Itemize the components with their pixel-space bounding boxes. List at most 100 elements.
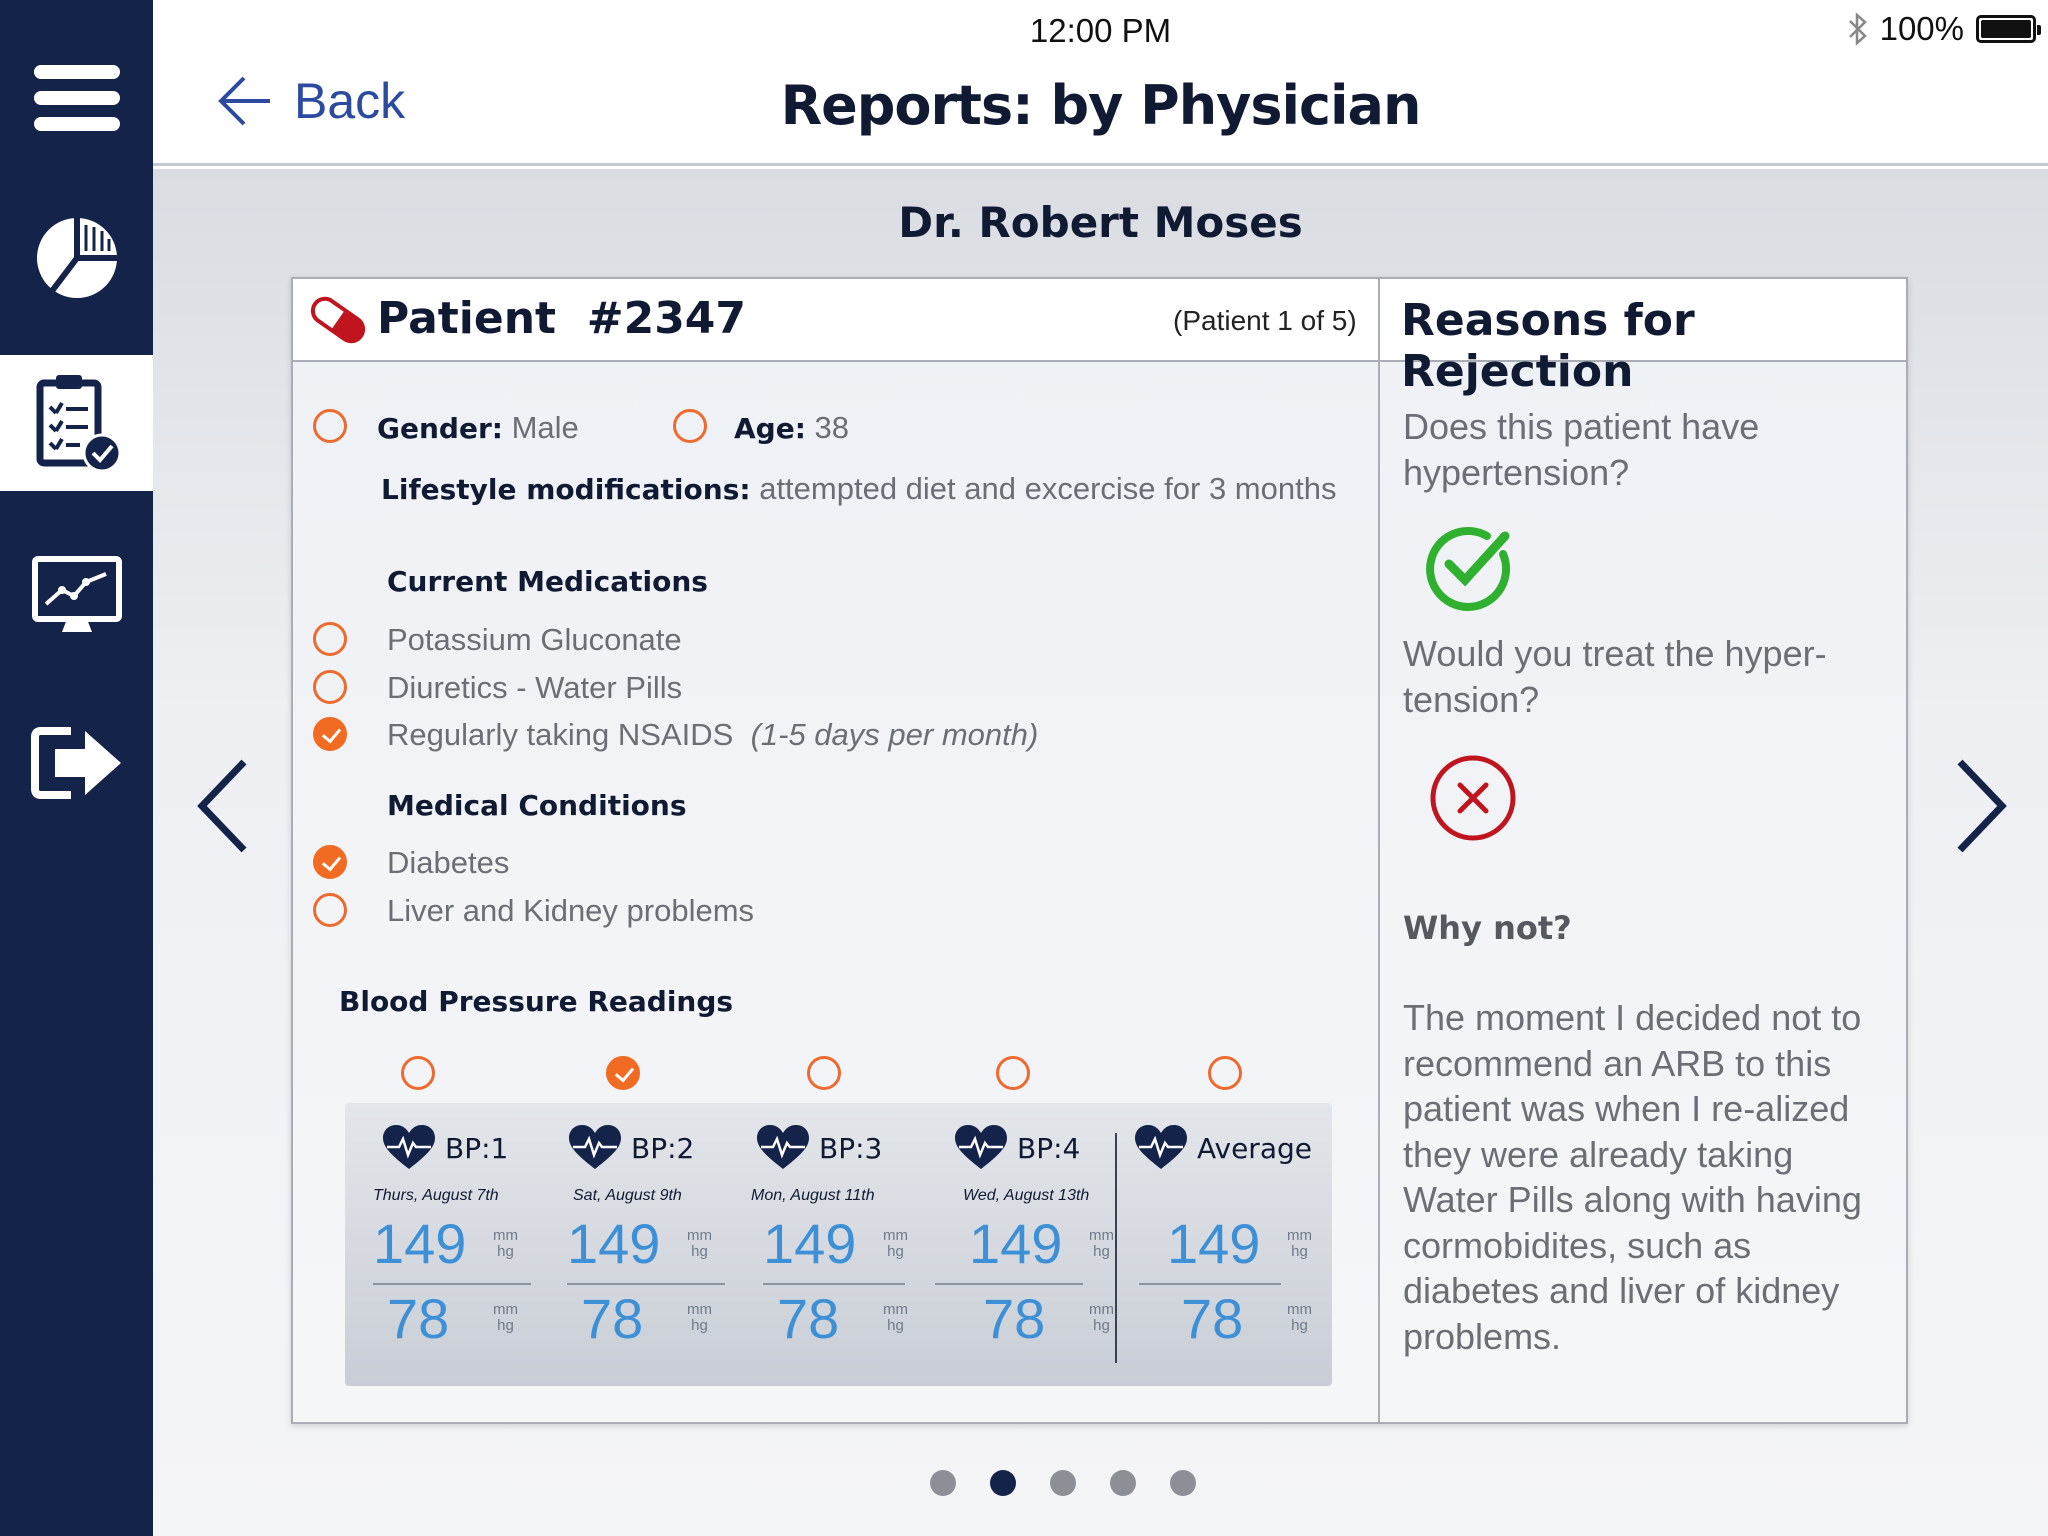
sidebar-item-analytics[interactable] — [0, 530, 153, 666]
bp-reading-1: BP:1 Thurs, August 7th 149 mm hg 78 mm hg — [367, 1103, 531, 1386]
bp-reading-4-head: BP:4 — [955, 1125, 1080, 1171]
bp-reading-3-unit-top: mm hg — [883, 1227, 908, 1260]
condition-radio-1[interactable] — [313, 845, 347, 879]
age-value: 38 — [814, 410, 850, 445]
medication-radio-3[interactable] — [313, 717, 347, 751]
bp-reading-1-label: BP:1 — [445, 1131, 509, 1165]
pie-chart-icon — [36, 218, 117, 298]
bp-reading-4-unit-top: mm hg — [1089, 1227, 1114, 1260]
no-x-icon[interactable] — [1429, 754, 1517, 842]
sidebar-item-menu[interactable] — [0, 30, 153, 166]
yes-check-icon[interactable] — [1425, 524, 1513, 612]
bp-reading-average-label: Average — [1197, 1131, 1312, 1165]
sidebar — [0, 0, 153, 1536]
heart-pulse-icon — [757, 1125, 809, 1169]
age-field: Age: 38 — [734, 410, 849, 446]
sidebar-item-reports[interactable] — [0, 355, 153, 491]
status-indicators: 100% — [1848, 10, 2041, 48]
bp-heading: Blood Pressure Readings — [339, 985, 734, 1018]
bp-reading-2-head: BP:2 — [569, 1125, 694, 1171]
bp-reading-average-diastolic: 78 — [1181, 1287, 1244, 1350]
bp-reading-3-divider — [763, 1283, 905, 1285]
medication-label-1: Potassium Gluconate — [387, 622, 682, 657]
bp-reading-4-divider — [935, 1283, 1083, 1285]
status-time: 12:00 PM — [1029, 12, 1172, 49]
card-header: Patient #2347 (Patient 1 of 5) Reasons f… — [293, 279, 1906, 397]
bp-reading-1-divider — [373, 1283, 531, 1285]
bp-reading-1-unit-bottom: mm hg — [493, 1301, 518, 1334]
bp-radio-4[interactable] — [996, 1056, 1030, 1090]
back-button[interactable]: Back — [218, 72, 405, 130]
bp-radio-1[interactable] — [401, 1056, 435, 1090]
rejection-answer-text: The moment I decided not to recommend an… — [1403, 997, 1862, 1357]
page-dot-2[interactable] — [990, 1470, 1016, 1496]
patient-card: Patient #2347 (Patient 1 of 5) Reasons f… — [291, 277, 1908, 1424]
page-dot-4[interactable] — [1110, 1470, 1136, 1496]
bp-reading-3-unit-bottom: mm hg — [883, 1301, 908, 1334]
bp-reading-1-diastolic: 78 — [387, 1287, 450, 1350]
bp-reading-average-head: Average — [1135, 1125, 1312, 1171]
lifestyle-field: Lifestyle modifications: attempted diet … — [381, 471, 1336, 507]
age-label: Age: — [734, 412, 806, 445]
top-bar: 12:00 PM 100% Back Reports: by Physician — [153, 0, 2048, 166]
sidebar-item-dashboard[interactable] — [0, 190, 153, 326]
medication-note-3: (1-5 days per month) — [750, 717, 1039, 752]
heart-pulse-icon — [383, 1125, 435, 1169]
question-treat: Would you treat the hyper-tension? — [1403, 633, 1827, 720]
gender-field: Gender: Male — [377, 410, 579, 446]
battery-icon — [1976, 15, 2041, 43]
gender-radio[interactable] — [313, 409, 347, 443]
page-dot-1[interactable] — [930, 1470, 956, 1496]
page-title: Reports: by Physician — [780, 74, 1422, 137]
sidebar-item-logout[interactable] — [0, 695, 153, 831]
bp-reading-1-unit-top: mm hg — [493, 1227, 518, 1260]
bp-reading-1-head: BP:1 — [383, 1125, 508, 1171]
bp-reading-average-unit-bottom: mm hg — [1287, 1301, 1312, 1334]
next-arrow-icon[interactable] — [1954, 758, 2008, 854]
bp-reading-4-date: Wed, August 13th — [963, 1187, 1090, 1204]
bp-reading-average-divider — [1139, 1283, 1281, 1285]
bp-reading-1-date: Thurs, August 7th — [373, 1187, 499, 1204]
menu-icon — [33, 65, 120, 131]
bp-reading-1-systolic: 149 — [373, 1212, 467, 1275]
bp-reading-2-label: BP:2 — [631, 1131, 695, 1165]
bp-readings-panel: BP:1 Thurs, August 7th 149 mm hg 78 mm hg … — [345, 1103, 1332, 1386]
pill-icon — [310, 296, 366, 344]
bp-reading-2-systolic: 149 — [567, 1212, 661, 1275]
medication-radio-2[interactable] — [313, 670, 347, 704]
battery-percent: 100% — [1879, 10, 1964, 47]
bp-average-separator — [1115, 1133, 1117, 1363]
bp-reading-3-diastolic: 78 — [777, 1287, 840, 1350]
question-hypertension: Does this patient have hypertension? — [1403, 406, 1760, 493]
page-dot-5[interactable] — [1170, 1470, 1196, 1496]
page-dot-3[interactable] — [1050, 1470, 1076, 1496]
condition-label-2: Liver and Kidney problems — [387, 893, 755, 928]
conditions-heading: Medical Conditions — [387, 789, 687, 822]
medication-radio-1[interactable] — [313, 622, 347, 656]
bp-reading-2: BP:2 Sat, August 9th 149 mm hg 78 mm hg — [561, 1103, 725, 1386]
bp-reading-2-divider — [567, 1283, 725, 1285]
clipboard-check-icon — [36, 375, 121, 473]
back-label: Back — [294, 73, 406, 129]
bp-reading-4: BP:4 Wed, August 13th 149 mm hg 78 mm hg — [935, 1103, 1114, 1386]
age-radio[interactable] — [673, 409, 707, 443]
bp-reading-3-systolic: 149 — [763, 1212, 857, 1275]
patient-title: Patient #2347 — [377, 293, 747, 344]
bp-radio-average[interactable] — [1208, 1056, 1242, 1090]
gender-value: Male — [511, 410, 579, 445]
condition-radio-2[interactable] — [313, 893, 347, 927]
medications-heading: Current Medications — [387, 565, 708, 598]
previous-arrow-icon[interactable] — [196, 758, 250, 854]
lifestyle-value: attempted diet and excercise for 3 month… — [759, 471, 1337, 506]
pagination-dots — [930, 1470, 1196, 1496]
bp-reading-4-systolic: 149 — [969, 1212, 1063, 1275]
heart-pulse-icon — [569, 1125, 621, 1169]
monitor-chart-icon — [31, 556, 122, 632]
heart-pulse-icon — [955, 1125, 1007, 1169]
bp-reading-2-date: Sat, August 9th — [573, 1187, 682, 1204]
heart-pulse-icon — [1135, 1125, 1187, 1169]
bp-reading-3-label: BP:3 — [819, 1131, 883, 1165]
bp-reading-average-unit-top: mm hg — [1287, 1227, 1312, 1260]
bp-radio-2[interactable] — [606, 1056, 640, 1090]
bp-radio-3[interactable] — [807, 1056, 841, 1090]
